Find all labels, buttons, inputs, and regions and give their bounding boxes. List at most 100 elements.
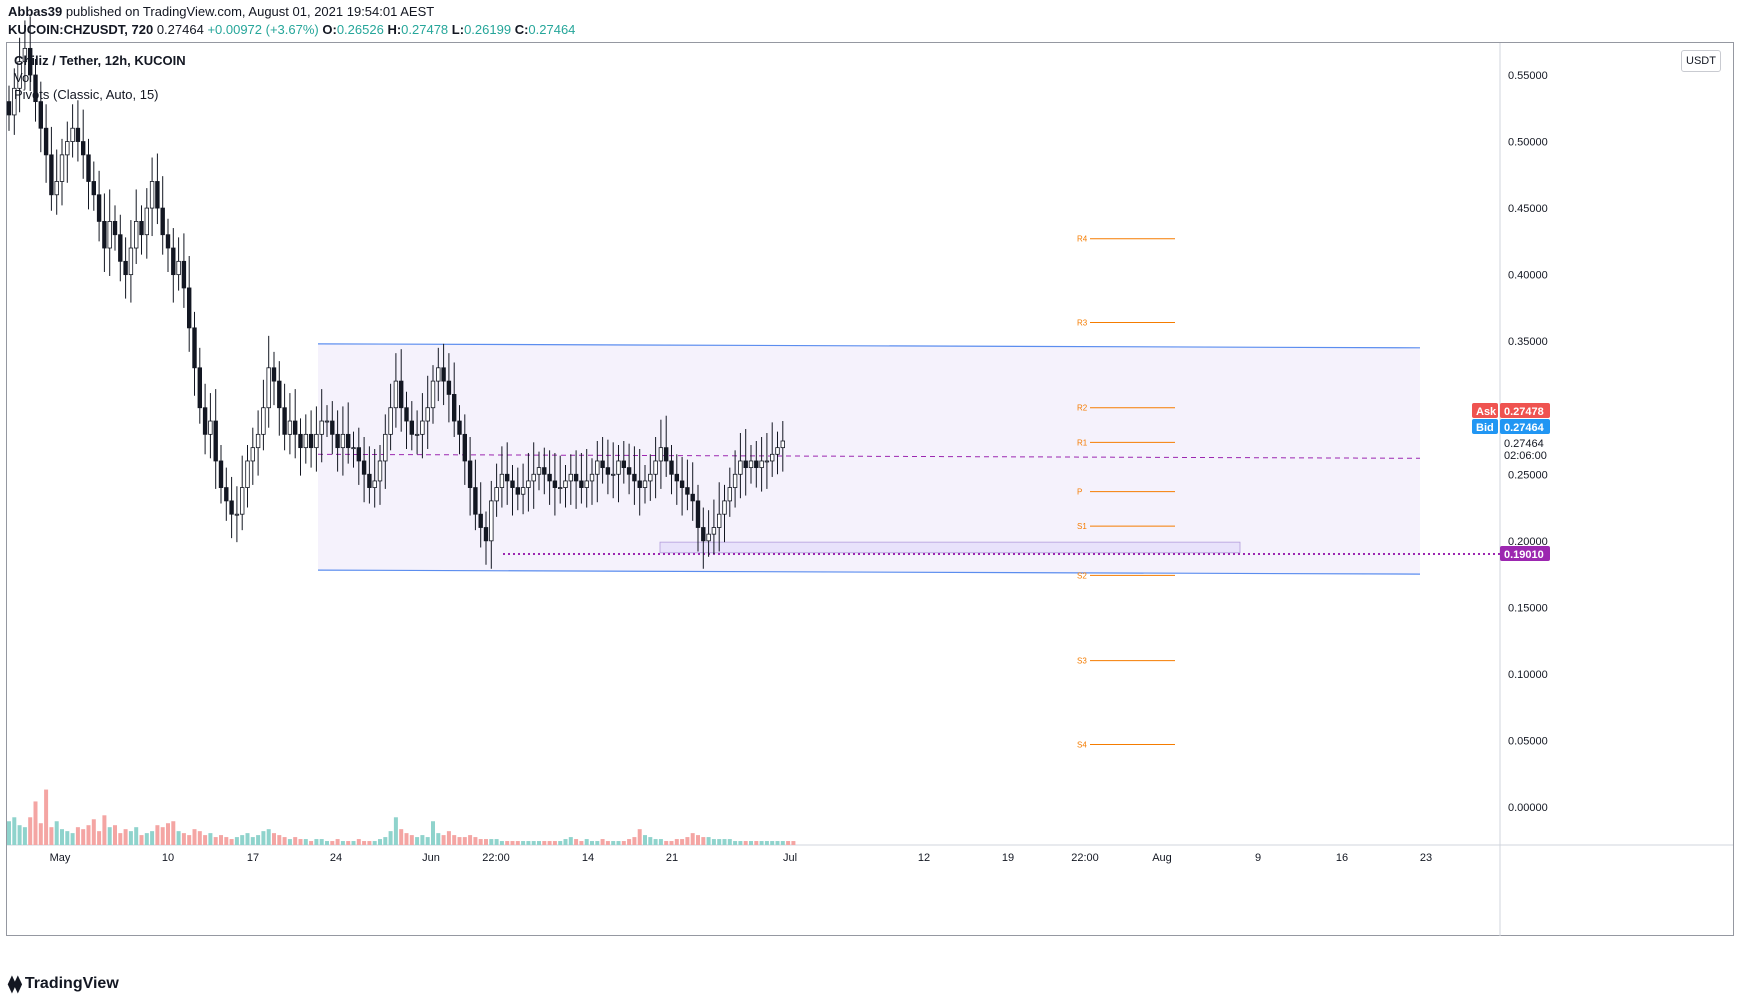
volume-bar <box>552 841 557 845</box>
volume-bar <box>616 841 621 845</box>
volume-bar <box>128 831 133 845</box>
candle-body <box>552 480 558 488</box>
candle-body <box>430 380 436 409</box>
bid-label-bg <box>1472 419 1498 434</box>
volume-bar <box>595 841 600 845</box>
volume-bar <box>547 841 552 845</box>
price-tick-label: 0.40000 <box>1508 270 1548 282</box>
candle-body <box>123 260 128 276</box>
chart-frame[interactable] <box>6 42 1734 936</box>
volume-bar <box>160 827 165 845</box>
candle-body <box>515 487 520 495</box>
candle-body <box>86 154 91 182</box>
author-name[interactable]: Abbas39 <box>8 4 63 19</box>
volume-bar <box>38 823 43 845</box>
volume-bar <box>722 839 727 845</box>
candle-body <box>107 220 112 249</box>
candle-body <box>441 367 446 382</box>
volume-bar <box>44 789 49 845</box>
volume-bar <box>664 841 669 845</box>
candle-body <box>409 420 414 435</box>
volume-bar <box>420 835 425 845</box>
volume-bar <box>733 841 738 845</box>
candle-body <box>271 367 277 382</box>
candle-body <box>261 407 266 435</box>
candle-body <box>388 407 393 435</box>
volume-bar <box>176 831 181 845</box>
candle-body <box>478 513 483 528</box>
candle-body <box>319 420 324 435</box>
volume-bar <box>510 841 515 845</box>
candle-body <box>526 480 531 488</box>
time-tick-label: 21 <box>666 852 678 864</box>
volume-bar <box>102 815 107 845</box>
candle-body <box>255 433 261 449</box>
legend-title[interactable]: Chiliz / Tether, 12h, KUCOIN <box>14 53 186 68</box>
candle-body <box>446 380 452 395</box>
legend-pivots[interactable]: Pivots (Classic, Auto, 15) <box>14 87 159 102</box>
time-tick-label: 16 <box>1336 852 1348 864</box>
time-tick-label: 10 <box>162 852 174 864</box>
candle-body <box>679 480 685 488</box>
volume-bar <box>399 829 404 845</box>
volume-bar <box>637 829 642 845</box>
candle-body <box>393 380 399 409</box>
volume-bar <box>568 837 573 845</box>
candle-body <box>685 487 690 495</box>
candle-body <box>510 480 515 488</box>
volume-bar <box>97 831 102 845</box>
pivot-label: S3 <box>1077 657 1087 666</box>
volume-bar <box>256 835 261 845</box>
candle-body <box>128 247 134 276</box>
volume-bar <box>356 839 361 845</box>
candle-body <box>377 460 383 482</box>
candle-body <box>197 367 202 409</box>
candle-body <box>303 433 308 449</box>
bid-value: 0.27464 <box>1504 422 1545 434</box>
candle-body <box>49 154 54 196</box>
close-label: C: <box>514 22 529 37</box>
volume-bar <box>340 841 345 845</box>
candle-body <box>536 467 542 475</box>
volume-bar <box>197 831 202 845</box>
volume-bar <box>298 839 303 845</box>
volume-bar <box>287 839 292 845</box>
footer-brand[interactable]: ⧫⧫ TradingView <box>8 974 119 994</box>
candle-body <box>218 460 224 488</box>
volume-bar <box>266 829 271 845</box>
volume-bar <box>144 833 149 845</box>
volume-bar <box>415 837 420 845</box>
candle-body <box>340 433 346 449</box>
volume-bar <box>393 817 398 845</box>
volume-bar <box>123 829 128 845</box>
candle-body <box>483 527 489 542</box>
volume-bar <box>690 833 695 845</box>
candle-body <box>727 487 732 502</box>
time-axis[interactable]: May 10 17 24 Jun 22:00 14 21 Jul 12 19 22:00 Aug 9 16 2… <box>50 852 1433 864</box>
volume-bar <box>378 839 382 845</box>
volume-bar <box>611 841 616 845</box>
volume-bar <box>404 833 409 845</box>
volume-bar <box>383 837 388 845</box>
price-tick-label: 0.55000 <box>1508 70 1548 82</box>
candle-body <box>277 380 282 409</box>
volume-bar <box>431 821 435 845</box>
candle-body <box>494 487 499 502</box>
volume-bar <box>219 835 223 845</box>
candle-body <box>414 433 420 436</box>
candle-body <box>234 513 240 516</box>
volume-bar <box>749 841 753 845</box>
candle-body <box>398 380 404 409</box>
volume-bar <box>738 841 743 845</box>
volume-bar <box>240 835 245 845</box>
volume-bar <box>468 835 473 845</box>
close-value: 0.27464 <box>528 22 576 37</box>
currency-button[interactable]: USDT <box>1681 50 1721 72</box>
volume-bar <box>22 827 27 845</box>
candle-body <box>732 473 738 488</box>
volume-bar <box>335 839 340 845</box>
legend-volume[interactable]: Vol <box>14 70 33 85</box>
publish-info: Abbas39 published on TradingView.com, Au… <box>8 4 434 19</box>
volume-bar <box>759 841 764 845</box>
